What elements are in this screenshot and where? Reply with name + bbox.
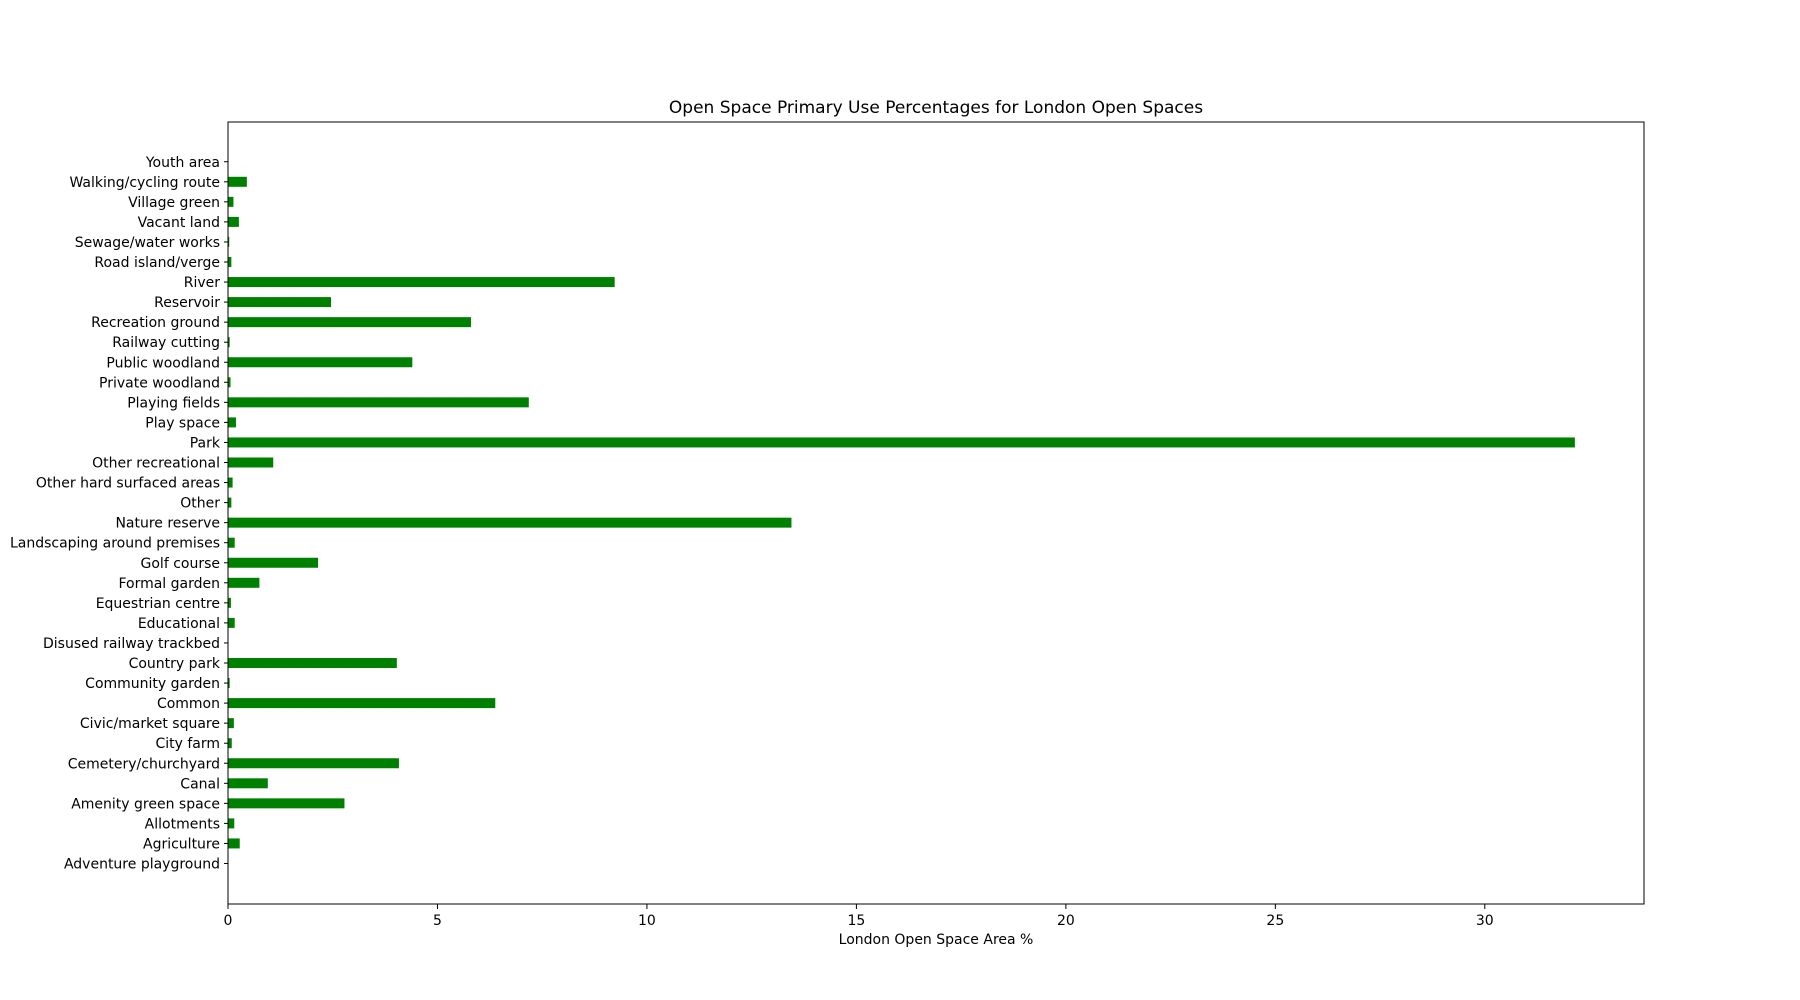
bar [228,698,496,709]
bar [228,778,268,789]
bar [228,738,232,749]
bar [228,277,615,288]
bar [228,718,234,729]
x-ticks: 0 5 10 15 20 25 30 [224,904,1494,929]
x-tick-label: 0 [224,913,233,929]
y-tick-label: Park [190,435,221,451]
bar [228,397,529,408]
y-tick-label: Youth area [145,155,220,171]
bar [228,216,239,227]
y-tick-label: Amenity green space [71,796,220,812]
y-tick-label: Reservoir [154,295,220,311]
y-tick-label: Walking/cycling route [69,175,220,191]
bar [228,357,413,368]
y-tick-label: Educational [138,616,220,632]
bar [228,457,274,468]
bar [228,317,471,328]
y-tick-label: Common [157,696,220,712]
x-tick-label: 15 [847,913,865,929]
y-tick-label: Community garden [85,676,220,692]
bar [228,838,240,849]
y-tick-label: Village green [128,195,220,211]
bar [228,537,235,548]
bar [228,818,235,829]
y-tick-label: Landscaping around premises [10,536,220,552]
bar [228,477,233,488]
y-tick-label: Equestrian centre [96,596,220,612]
y-tick-label: Vacant land [138,215,220,231]
y-tick-label: Allotments [145,816,220,832]
bar [228,297,332,308]
bar [228,417,236,428]
y-tick-label: Formal garden [118,576,220,592]
bar [228,678,230,689]
y-tick-label: Country park [129,656,221,672]
y-tick-label: Agriculture [143,836,220,852]
bar [228,437,1575,448]
bar [228,658,397,668]
x-axis-label: London Open Space Area % [839,932,1034,948]
chart-title: Open Space Primary Use Percentages for L… [669,98,1203,118]
y-tick-label: Golf course [141,556,220,572]
bar [228,577,260,588]
plot-frame [227,121,1645,905]
y-tick-label: Cemetery/churchyard [68,756,220,772]
y-tick-label: Road island/verge [94,255,220,271]
y-tick-label: Other [180,496,220,512]
x-tick-label: 5 [433,913,442,929]
bar [228,257,232,267]
y-tick-label: City farm [155,736,220,752]
y-tick-label: Disused railway trackbed [43,636,220,652]
y-tick-label: Adventure playground [64,857,220,873]
y-tick-label: Other hard surfaced areas [36,476,220,492]
x-tick-label: 10 [638,913,656,929]
y-tick-label: Nature reserve [115,516,220,532]
y-tick-label: Public woodland [106,355,220,371]
bar [228,557,319,568]
x-tick-label: 20 [1057,913,1075,929]
y-tick-label: Sewage/water works [75,235,220,251]
y-tick-label: Railway cutting [112,335,220,351]
bar [228,597,231,608]
bar [228,236,230,247]
bar [228,758,399,769]
y-tick-label: Private woodland [99,375,220,391]
y-tick-label: Civic/market square [80,716,220,732]
y-tick-label: Play space [145,415,220,431]
bar [228,517,792,528]
x-tick-label: 25 [1266,913,1284,929]
y-tick-label: Playing fields [127,395,220,411]
bar [228,196,234,207]
bar [228,617,235,628]
bar [228,798,345,809]
y-tick-label: River [184,275,221,291]
y-tick-label: Canal [180,776,220,792]
y-tick-label: Other recreational [92,456,220,472]
bars-group [228,156,1575,869]
bar [228,497,232,508]
y-tick-label: Recreation ground [91,315,220,331]
bar [228,377,231,388]
bar [228,176,247,187]
bar [228,337,230,348]
y-tick-labels: Adventure playground Agriculture Allotment… [10,155,228,873]
x-tick-label: 30 [1476,913,1494,929]
